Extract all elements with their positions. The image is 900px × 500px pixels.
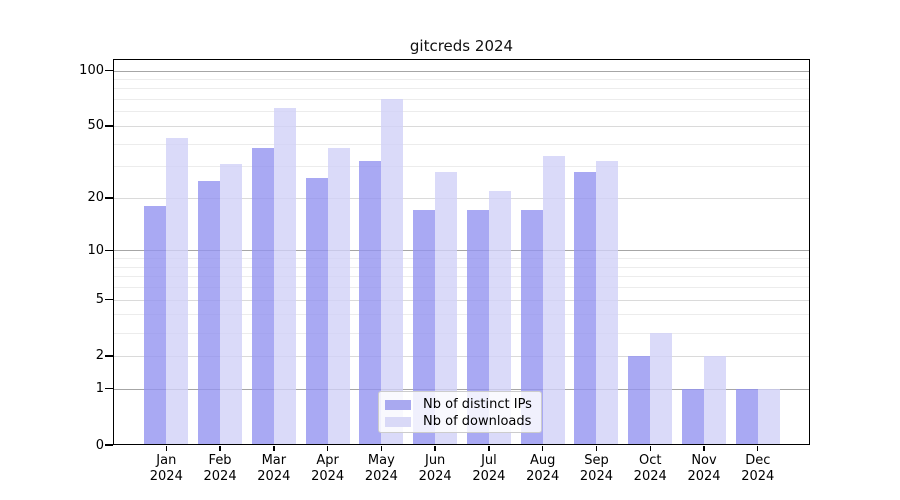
gridline <box>113 197 810 199</box>
bar-ips-dec <box>735 388 758 445</box>
y-tick-mark <box>105 197 113 199</box>
x-tick-mark <box>757 446 759 451</box>
x-tick-label: Oct 2024 <box>633 453 667 484</box>
y-tick-label: 5 <box>95 292 104 308</box>
minor-gridline <box>113 99 810 101</box>
bar-downloads-dec <box>757 388 780 445</box>
minor-gridline <box>113 143 810 145</box>
gridline <box>113 355 810 357</box>
x-tick-label: Aug 2024 <box>526 453 560 484</box>
x-tick-label: Jun 2024 <box>418 453 452 484</box>
x-tick-mark <box>273 446 275 451</box>
x-tick-mark <box>488 446 490 451</box>
bar-ips-sep <box>574 171 597 445</box>
x-tick-label: Nov 2024 <box>687 453 721 484</box>
bar-ips-jul <box>466 210 489 445</box>
x-tick-mark <box>541 446 544 451</box>
x-tick-mark <box>649 446 651 451</box>
bar-ips-feb <box>198 180 221 445</box>
x-tick-label: Mar 2024 <box>257 453 291 484</box>
x-tick-mark <box>326 446 329 451</box>
x-tick-mark <box>703 446 705 451</box>
y-tick-mark <box>105 444 113 446</box>
x-tick-label: May 2024 <box>364 453 398 484</box>
major-gridline <box>113 70 810 72</box>
legend-item-distinct-ips: Nb of distinct IPs <box>385 396 541 413</box>
bar-downloads-jul <box>488 190 511 445</box>
y-tick-mark <box>105 249 113 252</box>
minor-gridline <box>113 78 810 80</box>
y-tick-mark <box>105 125 113 127</box>
gridline <box>113 299 810 301</box>
minor-gridline <box>113 266 810 268</box>
bar-downloads-jan <box>166 137 189 445</box>
legend: Nb of distinct IPs Nb of downloads <box>378 391 542 433</box>
bar-ips-aug <box>520 210 543 445</box>
y-tick-label: 0 <box>95 437 104 453</box>
bar-downloads-sep <box>596 161 619 445</box>
bar-ips-mar <box>251 147 274 445</box>
x-tick-label: Jul 2024 <box>472 453 506 484</box>
x-tick-mark <box>434 446 436 451</box>
bar-ips-jan <box>144 206 167 445</box>
minor-gridline <box>113 258 810 260</box>
bar-ips-jun <box>413 210 436 445</box>
x-tick-label: Dec 2024 <box>741 453 775 484</box>
y-tick-mark <box>105 298 113 301</box>
y-tick-label: 2 <box>95 348 104 364</box>
major-gridline <box>113 250 810 252</box>
legend-swatch-distinct-ips <box>385 399 411 410</box>
bar-ips-oct <box>628 355 651 445</box>
minor-gridline <box>113 276 810 278</box>
bar-downloads-oct <box>650 332 673 445</box>
x-tick-label: Jan 2024 <box>149 453 183 484</box>
bar-downloads-nov <box>704 355 726 445</box>
y-tick-label: 100 <box>79 63 104 78</box>
minor-gridline <box>113 314 810 316</box>
minor-gridline <box>113 88 810 90</box>
bar-downloads-mar <box>273 107 296 445</box>
bar-downloads-jun <box>435 171 458 445</box>
x-tick-label: Apr 2024 <box>311 453 345 484</box>
legend-item-downloads: Nb of downloads <box>385 413 541 430</box>
y-tick-label: 10 <box>87 242 104 258</box>
bar-ips-apr <box>305 177 328 445</box>
x-tick-mark <box>595 446 598 451</box>
bar-downloads-feb <box>220 163 243 445</box>
legend-label-downloads: Nb of downloads <box>423 414 532 429</box>
plot-layer <box>113 59 810 445</box>
y-tick-label: 50 <box>87 118 104 134</box>
y-tick-mark <box>105 69 113 72</box>
y-tick-mark <box>105 388 113 390</box>
y-tick-mark <box>105 355 113 357</box>
y-tick-label: 20 <box>87 190 104 206</box>
minor-gridline <box>113 111 810 113</box>
plot-area <box>113 59 810 445</box>
bar-downloads-may <box>381 99 404 445</box>
bar-downloads-apr <box>327 147 350 445</box>
gridline <box>113 125 810 127</box>
legend-swatch-downloads <box>385 416 411 427</box>
chart-title: gitcreds 2024 <box>409 37 514 55</box>
x-tick-mark <box>165 446 167 451</box>
y-tick-label: 1 <box>95 381 104 397</box>
x-tick-mark <box>219 446 221 451</box>
x-tick-label: Sep 2024 <box>579 453 613 484</box>
major-gridline <box>113 388 810 390</box>
bar-ips-may <box>359 161 382 445</box>
bar-downloads-aug <box>542 156 565 445</box>
bar-ips-nov <box>682 388 704 445</box>
minor-gridline <box>113 332 810 334</box>
x-tick-label: Feb 2024 <box>203 453 237 484</box>
x-tick-mark <box>380 446 383 451</box>
legend-label-distinct-ips: Nb of distinct IPs <box>423 397 532 412</box>
minor-gridline <box>113 166 810 168</box>
minor-gridline <box>113 287 810 289</box>
